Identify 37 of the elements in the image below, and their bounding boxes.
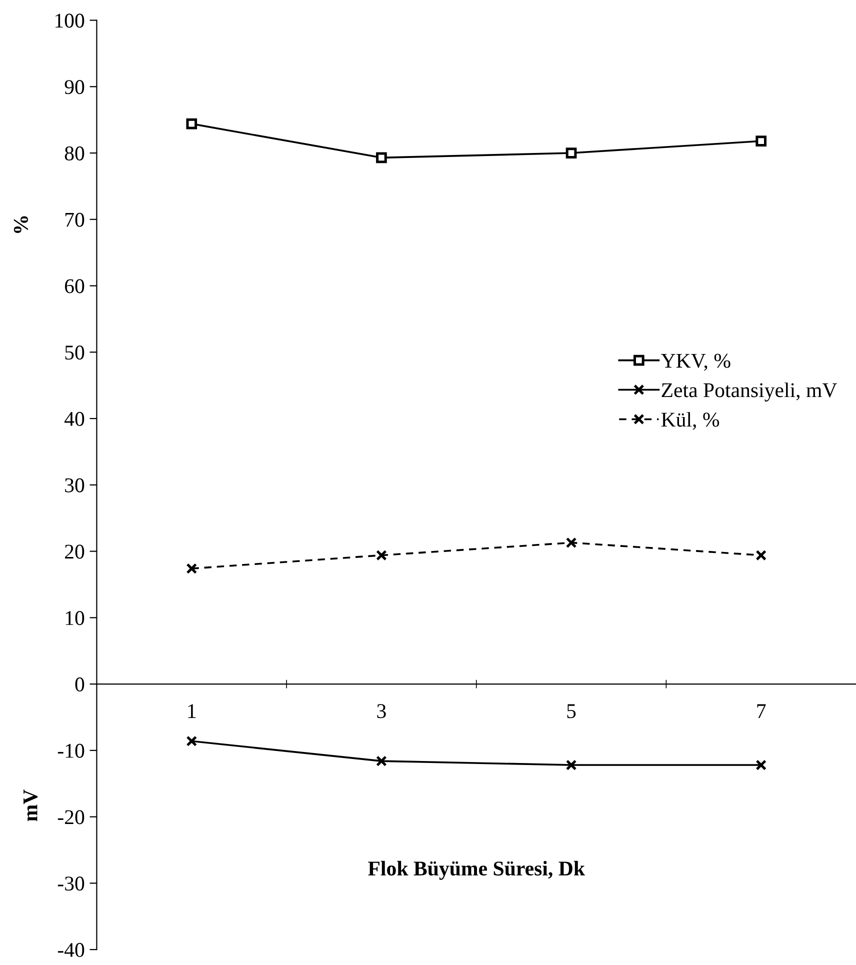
text: mV [24,790,38,822]
point [186,736,198,747]
legend-label: Kül, % [661,412,720,430]
y-tick-label: 20 [65,544,84,559]
point [376,152,387,164]
y-tick-label: 10 [66,611,84,626]
x-tick-label: 3 [377,704,386,718]
y-tick-label: -20 [58,810,84,824]
y-tick-label: 30 [65,478,84,492]
point [376,550,387,561]
y-tick-label: 80 [64,146,84,160]
x-tick-label: 7 [757,704,766,718]
point [566,148,577,158]
point [756,550,767,561]
y-tick-label: 70 [65,212,84,227]
point [756,760,767,770]
y-tick-label: -30 [58,876,84,891]
y-tick-label: 100 [56,14,84,28]
y-tick-label: 0 [75,677,84,692]
y-tick-label: 90 [64,80,84,94]
x-tick-label: 1 [188,704,196,718]
legend-label: Zeta Potansiyeli, mV [662,382,838,402]
y-axis-title: % [14,216,28,233]
x-tick-label: 5 [567,704,576,718]
point [756,136,767,146]
y-tick-label: 50 [65,346,84,360]
point [186,118,198,130]
legend-label: YKV, % [661,354,730,371]
y-tick-label: -40 [58,942,84,957]
point [186,563,198,574]
point [376,756,387,766]
y-tick-label: 60 [64,279,84,294]
point [566,760,577,770]
y-tick-label: 40 [64,412,84,426]
point [566,537,577,548]
x-axis-title: Flok Büyüme Süresi, Dk [368,860,585,880]
y-tick-label: -10 [58,744,84,758]
